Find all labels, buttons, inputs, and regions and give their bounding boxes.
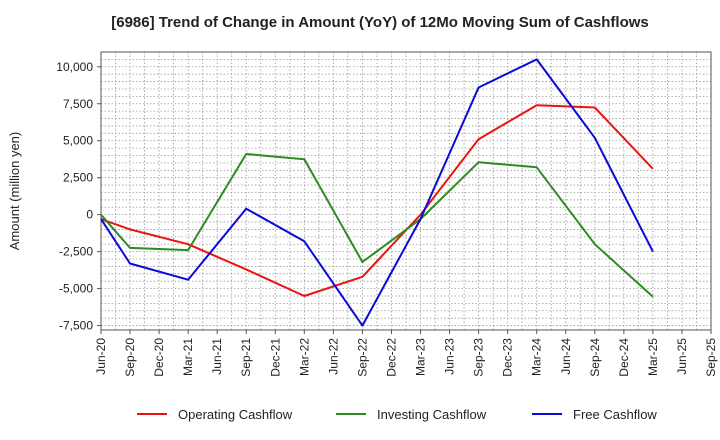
- x-tick-label: Jun-24: [559, 338, 573, 375]
- series-lines: [100, 58, 654, 327]
- x-tick-label: Sep-20: [123, 338, 137, 377]
- x-tick-label: Jun-22: [326, 338, 340, 375]
- y-tick-label: 7,500: [63, 97, 93, 111]
- y-axis-label: Amount (million yen): [7, 132, 22, 251]
- legend-label-investing-cashflow: Investing Cashflow: [377, 407, 487, 422]
- x-tick-label: Mar-23: [414, 338, 428, 376]
- y-tick-label: 5,000: [63, 134, 93, 148]
- free-cashflow-line: [100, 58, 654, 327]
- x-tick-label: Dec-20: [152, 338, 166, 377]
- investing-cashflow-line: [100, 153, 654, 298]
- legend: Operating Cashflow Investing Cashflow Free…: [137, 407, 657, 422]
- chart-title: [6986] Trend of Change in Amount (YoY) o…: [111, 14, 649, 31]
- operating-cashflow-line: [100, 104, 654, 297]
- x-tick-label: Dec-23: [501, 338, 515, 377]
- plot-area-frame: [100, 51, 712, 331]
- y-tick-label: -2,500: [59, 245, 93, 259]
- x-tick-label: Dec-21: [268, 338, 282, 377]
- legend-label-free-cashflow: Free Cashflow: [573, 407, 657, 422]
- x-tick-label: Mar-22: [297, 338, 311, 376]
- x-tick-label: Jun-20: [94, 338, 108, 375]
- x-tick-label: Mar-25: [646, 338, 660, 376]
- y-tick-label: 0: [86, 208, 93, 222]
- y-axis-ticks: -7,500 -5,000 -2,500 0 2,500 5,000 7,500 10,000: [56, 60, 101, 333]
- x-tick-label: Dec-24: [617, 338, 631, 377]
- grid-lines: [100, 51, 712, 330]
- x-tick-label: Dec-22: [384, 338, 398, 377]
- x-tick-label: Sep-25: [704, 338, 718, 377]
- x-tick-label: Mar-24: [530, 338, 544, 376]
- x-tick-label: Sep-22: [355, 338, 369, 377]
- x-tick-label: Sep-23: [472, 338, 486, 377]
- y-tick-label: -5,000: [59, 282, 93, 296]
- x-tick-label: Sep-21: [239, 338, 253, 377]
- x-tick-label: Sep-24: [588, 338, 602, 377]
- x-tick-label: Jun-21: [210, 338, 224, 375]
- legend-label-operating-cashflow: Operating Cashflow: [178, 407, 293, 422]
- x-tick-label: Jun-23: [443, 338, 457, 375]
- x-tick-label: Mar-21: [181, 338, 195, 376]
- y-tick-label: 2,500: [63, 171, 93, 185]
- x-tick-label: Jun-25: [675, 338, 689, 375]
- x-axis-ticks: Jun-20 Sep-20 Dec-20 Mar-21 Jun-21 Sep-21 Dec-…: [94, 330, 718, 377]
- y-tick-label: -7,500: [59, 319, 93, 333]
- y-tick-label: 10,000: [56, 60, 93, 74]
